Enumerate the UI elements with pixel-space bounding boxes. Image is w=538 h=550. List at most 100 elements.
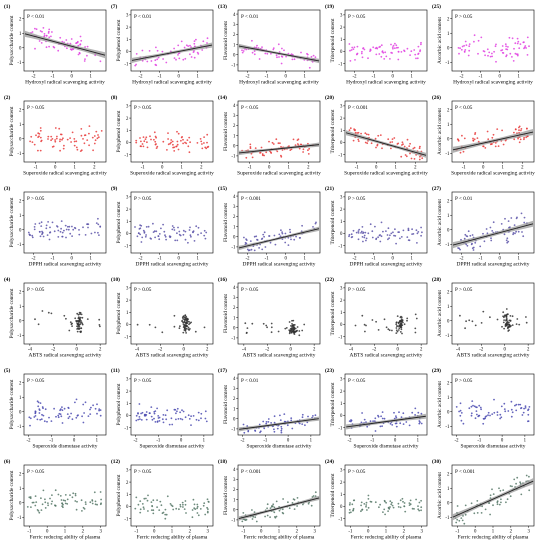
data-point xyxy=(411,233,413,236)
data-point xyxy=(157,235,160,238)
x-tick-label: 2 xyxy=(521,165,524,170)
data-point xyxy=(365,324,367,327)
data-point xyxy=(166,409,169,412)
data-point xyxy=(143,497,146,500)
data-point xyxy=(197,419,200,422)
data-point xyxy=(73,140,76,143)
data-point xyxy=(476,512,479,514)
data-point xyxy=(514,52,517,55)
data-point xyxy=(418,422,421,425)
data-point xyxy=(76,500,78,503)
data-point xyxy=(30,506,32,508)
data-point xyxy=(149,135,151,138)
data-point xyxy=(479,245,482,248)
data-point xyxy=(292,138,295,141)
data-point xyxy=(185,142,188,145)
data-point xyxy=(399,331,402,333)
data-point xyxy=(419,145,421,148)
y-tick-label: 3 xyxy=(340,14,343,19)
data-point xyxy=(516,318,519,320)
data-point xyxy=(390,43,392,46)
data-point xyxy=(496,318,499,321)
data-point xyxy=(410,50,413,53)
data-point xyxy=(47,311,50,314)
data-point xyxy=(65,228,68,231)
data-point xyxy=(303,323,306,326)
data-point xyxy=(71,48,74,50)
data-point xyxy=(154,236,157,239)
data-point xyxy=(146,60,149,63)
y-tick-label: 2 xyxy=(126,299,129,304)
data-point xyxy=(165,418,168,421)
y-tick-label: 2 xyxy=(126,26,129,31)
data-point xyxy=(458,52,460,55)
data-point xyxy=(269,241,272,244)
data-point xyxy=(171,225,174,227)
data-point xyxy=(154,140,157,143)
data-point xyxy=(207,508,209,510)
data-point xyxy=(493,411,496,414)
x-axis-label: Superoxide radical scavenging activity xyxy=(451,171,535,177)
data-point xyxy=(403,505,406,508)
data-point xyxy=(421,157,424,160)
data-point xyxy=(79,316,82,319)
data-point xyxy=(139,500,142,502)
data-point xyxy=(41,231,44,234)
data-point xyxy=(38,511,41,514)
data-point xyxy=(507,240,510,243)
panel-number: (18) xyxy=(218,458,227,465)
y-axis-label: Polyphenol content xyxy=(116,383,122,425)
data-point xyxy=(505,314,508,316)
data-point xyxy=(57,49,60,52)
data-point xyxy=(459,47,461,50)
data-point xyxy=(182,410,185,413)
y-tick-label: 0 xyxy=(19,228,22,233)
y-tick-label: 3 xyxy=(233,478,236,483)
data-point xyxy=(483,418,486,420)
data-point xyxy=(404,510,407,513)
data-point xyxy=(278,509,281,512)
p-value-annotation: P < 0.01 xyxy=(27,14,45,20)
data-point xyxy=(495,60,497,63)
data-point xyxy=(395,242,397,245)
data-point xyxy=(31,234,34,237)
data-point xyxy=(151,418,154,421)
data-point xyxy=(136,235,139,238)
x-axis-label: Superoxide radical scavenging activity xyxy=(23,171,107,177)
data-point xyxy=(461,519,464,522)
data-point xyxy=(46,420,48,423)
panel-number: (23) xyxy=(325,367,334,374)
x-tick-label: 2 xyxy=(313,347,316,352)
data-point xyxy=(135,496,138,499)
data-point xyxy=(267,421,270,423)
data-point xyxy=(470,412,473,415)
data-point xyxy=(34,223,37,225)
data-point xyxy=(357,140,360,143)
data-point xyxy=(34,504,37,507)
data-point xyxy=(153,138,155,141)
y-tick-label: 0 xyxy=(19,410,22,415)
data-point xyxy=(172,508,175,511)
x-tick-label: 0 xyxy=(177,74,180,79)
plot-frame xyxy=(237,9,321,72)
data-point xyxy=(476,500,479,502)
data-point xyxy=(139,508,142,511)
y-tick-label: 2 xyxy=(126,117,129,122)
data-point xyxy=(40,509,43,511)
data-point xyxy=(177,54,179,56)
x-tick-label: -2 xyxy=(134,438,139,443)
data-point xyxy=(253,249,256,252)
data-point xyxy=(465,320,467,323)
x-tick-label: -2 xyxy=(265,347,270,352)
data-point xyxy=(204,146,207,149)
data-point xyxy=(184,314,187,317)
y-tick-label: 0 xyxy=(447,501,450,506)
data-point xyxy=(513,138,516,141)
data-point xyxy=(200,140,203,143)
data-point xyxy=(492,221,495,224)
data-point xyxy=(185,512,187,514)
data-point xyxy=(251,322,254,325)
y-tick-label: 0 xyxy=(19,137,22,142)
